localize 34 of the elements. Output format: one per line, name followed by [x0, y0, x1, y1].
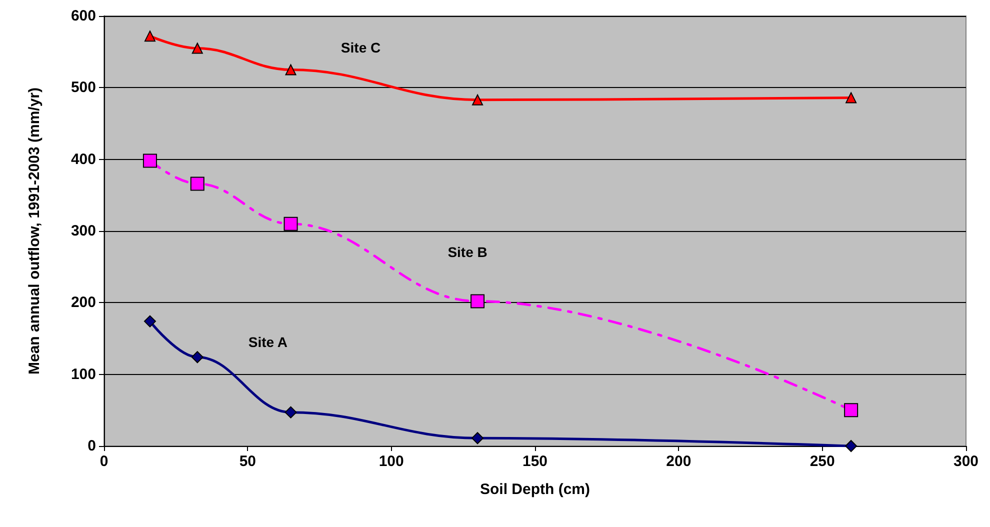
point	[845, 440, 858, 452]
point	[191, 351, 204, 364]
point	[470, 294, 485, 308]
series-label: Site C	[340, 39, 381, 56]
x-tick-label: 300	[953, 453, 979, 470]
text: Site A	[248, 334, 288, 350]
point	[144, 30, 156, 42]
x-tick-label: 100	[378, 453, 404, 470]
x-tick-label: 150	[522, 453, 548, 470]
point	[472, 432, 484, 444]
point	[284, 216, 298, 231]
point	[472, 94, 484, 106]
y-tick-label: 300	[70, 222, 96, 240]
y-tick-label: 400	[70, 150, 96, 168]
point	[285, 64, 296, 76]
y-tick-label: 600	[70, 8, 96, 24]
point	[846, 92, 857, 104]
x-tick-label: 50	[239, 453, 256, 470]
point	[844, 403, 858, 418]
x-tick-label: 250	[810, 453, 835, 470]
x-tick-label: 0	[100, 453, 108, 470]
y-axis-title: Mean annual outflow, 1991-2003 (mm/yr)	[26, 87, 43, 375]
point	[284, 406, 297, 418]
y-tick-label: 0	[88, 438, 96, 454]
y-tick-label: 500	[70, 79, 96, 96]
point	[190, 176, 204, 191]
y-tick-label: 100	[70, 366, 96, 383]
point	[192, 42, 203, 54]
y-tick-label: 200	[70, 294, 96, 312]
text: Site B	[448, 244, 488, 260]
x-tick-label: 200	[666, 453, 692, 470]
point	[144, 315, 156, 328]
point	[142, 154, 157, 168]
x-axis-title: Soil Depth (cm)	[480, 481, 590, 498]
